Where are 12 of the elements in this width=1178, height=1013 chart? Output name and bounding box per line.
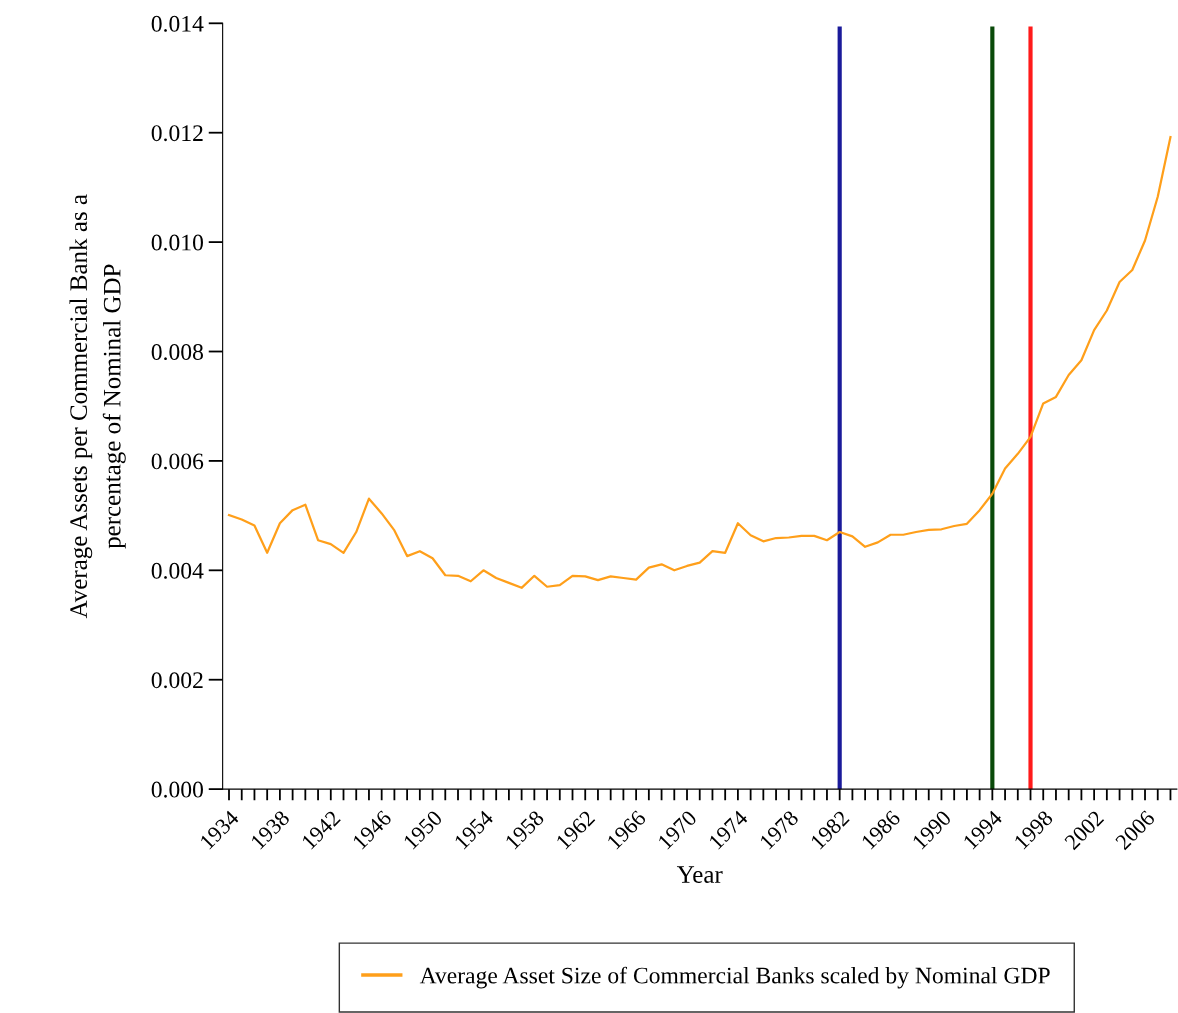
y-tick-label: 0.002 bbox=[151, 672, 203, 689]
legend-label: Average Asset Size of Commercial Banks scaled by Nominal GDP bbox=[419, 966, 1050, 989]
y-tick-label: 0.010 bbox=[151, 234, 203, 251]
y-tick-label: 0.008 bbox=[151, 344, 203, 361]
y-axis-title: Average Assets per Commercial Bank as a percentage of Nominal GDP bbox=[69, 194, 126, 619]
y-tick-label: 0.000 bbox=[151, 781, 203, 798]
y-tick-label: 0.014 bbox=[151, 15, 204, 32]
y-tick-label: 0.006 bbox=[151, 453, 204, 470]
y-tick-label: 0.012 bbox=[151, 125, 203, 142]
x-axis-title: Year bbox=[676, 866, 723, 883]
line-series bbox=[227, 135, 1172, 589]
y-tick-label: 0.004 bbox=[151, 562, 204, 579]
